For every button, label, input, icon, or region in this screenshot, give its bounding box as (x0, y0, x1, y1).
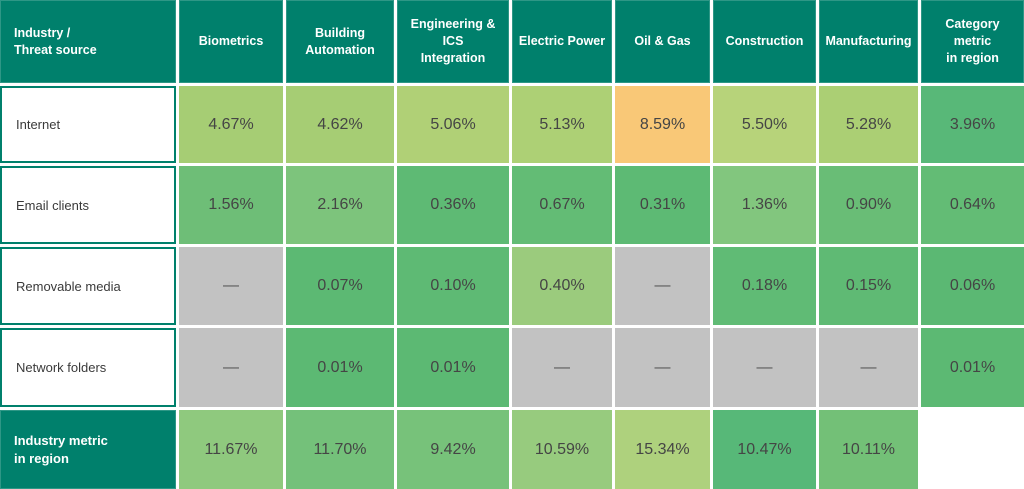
heatmap-cell-r4-c5: 10.47% (713, 410, 816, 489)
heatmap-cell-r1-c7: 0.64% (921, 166, 1024, 244)
row-label-4: Industry metric in region (0, 410, 176, 489)
column-header-4: Oil & Gas (615, 0, 710, 83)
heatmap-cell-r2-c1: 0.07% (286, 247, 394, 325)
heatmap-cell-r3-c5: — (713, 328, 816, 407)
heatmap-cell-r2-c3: 0.40% (512, 247, 612, 325)
heatmap-cell-r2-c0: — (179, 247, 283, 325)
heatmap-cell-r4-c2: 9.42% (397, 410, 509, 489)
heatmap-cell-r0-c0: 4.67% (179, 86, 283, 163)
row-label-2: Removable media (0, 247, 176, 325)
column-header-1: Building Automation (286, 0, 394, 83)
heatmap-cell-r3-c3: — (512, 328, 612, 407)
heatmap-cell-r1-c2: 0.36% (397, 166, 509, 244)
column-header-5: Construction (713, 0, 816, 83)
row-label-3: Network folders (0, 328, 176, 407)
heatmap-cell-r3-c2: 0.01% (397, 328, 509, 407)
heatmap-cell-r0-c2: 5.06% (397, 86, 509, 163)
column-header-2: Engineering & ICS Integration (397, 0, 509, 83)
heatmap-cell-r4-c4: 15.34% (615, 410, 710, 489)
heatmap-cell-r4-c3: 10.59% (512, 410, 612, 489)
heatmap-cell-r1-c4: 0.31% (615, 166, 710, 244)
heatmap-cell-r3-c4: — (615, 328, 710, 407)
heatmap-cell-r4-c6: 10.11% (819, 410, 918, 489)
heatmap-cell-r1-c1: 2.16% (286, 166, 394, 244)
heatmap-cell-r0-c6: 5.28% (819, 86, 918, 163)
heatmap-cell-r3-c0: — (179, 328, 283, 407)
heatmap-cell-r4-c0: 11.67% (179, 410, 283, 489)
heatmap-cell-r2-c6: 0.15% (819, 247, 918, 325)
heatmap-cell-r0-c7: 3.96% (921, 86, 1024, 163)
heatmap-cell-r1-c0: 1.56% (179, 166, 283, 244)
column-header-3: Electric Power (512, 0, 612, 83)
column-header-corner: Industry / Threat source (0, 0, 176, 83)
column-header-7: Category metric in region (921, 0, 1024, 83)
heatmap-cell-r0-c3: 5.13% (512, 86, 612, 163)
heatmap-cell-r3-c6: — (819, 328, 918, 407)
heatmap-cell-r0-c5: 5.50% (713, 86, 816, 163)
column-header-6: Manufacturing (819, 0, 918, 83)
heatmap-cell-r1-c6: 0.90% (819, 166, 918, 244)
heatmap-cell-r3-c1: 0.01% (286, 328, 394, 407)
heatmap-cell-r2-c7: 0.06% (921, 247, 1024, 325)
heatmap-cell-r2-c5: 0.18% (713, 247, 816, 325)
heatmap-cell-r4-c7 (921, 410, 1024, 489)
row-label-1: Email clients (0, 166, 176, 244)
column-header-0: Biometrics (179, 0, 283, 83)
heatmap-cell-r1-c5: 1.36% (713, 166, 816, 244)
heatmap-cell-r1-c3: 0.67% (512, 166, 612, 244)
heatmap-cell-r4-c1: 11.70% (286, 410, 394, 489)
heatmap-cell-r3-c7: 0.01% (921, 328, 1024, 407)
heatmap-cell-r2-c2: 0.10% (397, 247, 509, 325)
heatmap-cell-r2-c4: — (615, 247, 710, 325)
row-label-0: Internet (0, 86, 176, 163)
heatmap-cell-r0-c4: 8.59% (615, 86, 710, 163)
heatmap-cell-r0-c1: 4.62% (286, 86, 394, 163)
